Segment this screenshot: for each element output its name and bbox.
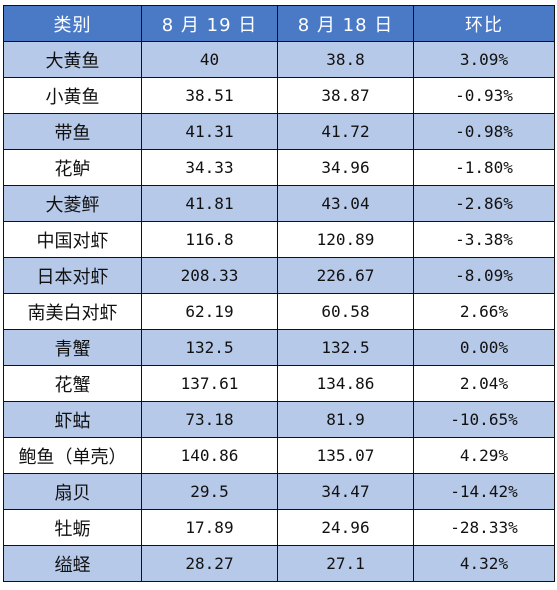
row-change: -2.86%	[413, 185, 555, 222]
row-aug-18-price: 27.1	[277, 545, 414, 582]
header-aug-18: 8 月 18 日	[277, 5, 414, 42]
header-category: 类别	[3, 5, 142, 42]
row-category: 带鱼	[3, 113, 142, 150]
row-change: -0.98%	[413, 113, 555, 150]
row-aug-18-price: 81.9	[277, 401, 414, 438]
row-aug-18-price: 226.67	[277, 257, 414, 294]
row-change: 2.66%	[413, 293, 555, 330]
row-category: 牡蛎	[3, 509, 142, 546]
row-change: -8.09%	[413, 257, 555, 294]
table-row: 鲍鱼（单壳） 140.86 135.07 4.29%	[3, 437, 555, 474]
row-category: 大黄鱼	[3, 41, 142, 78]
row-aug-19-price: 29.5	[141, 473, 278, 510]
header-aug-19: 8 月 19 日	[141, 5, 278, 42]
row-category: 小黄鱼	[3, 77, 142, 114]
row-category: 南美白对虾	[3, 293, 142, 330]
row-aug-18-price: 34.96	[277, 149, 414, 186]
row-category: 日本对虾	[3, 257, 142, 294]
row-change: 2.04%	[413, 365, 555, 402]
row-category: 青蟹	[3, 329, 142, 366]
row-aug-19-price: 132.5	[141, 329, 278, 366]
row-category: 大菱鲆	[3, 185, 142, 222]
row-change: -3.38%	[413, 221, 555, 258]
row-change: 3.09%	[413, 41, 555, 78]
table-row: 小黄鱼 38.51 38.87 -0.93%	[3, 77, 555, 114]
row-aug-19-price: 28.27	[141, 545, 278, 582]
table-row: 青蟹 132.5 132.5 0.00%	[3, 329, 555, 366]
row-category: 虾蛄	[3, 401, 142, 438]
table-row: 日本对虾 208.33 226.67 -8.09%	[3, 257, 555, 294]
table-row: 牡蛎 17.89 24.96 -28.33%	[3, 509, 555, 546]
row-aug-19-price: 41.31	[141, 113, 278, 150]
row-change: 4.32%	[413, 545, 555, 582]
table-body: 大黄鱼 40 38.8 3.09% 小黄鱼 38.51 38.87 -0.93% 带鱼 41.31…	[3, 41, 555, 582]
row-aug-19-price: 137.61	[141, 365, 278, 402]
row-aug-19-price: 17.89	[141, 509, 278, 546]
table-row: 南美白对虾 62.19 60.58 2.66%	[3, 293, 555, 330]
row-category: 中国对虾	[3, 221, 142, 258]
row-aug-19-price: 41.81	[141, 185, 278, 222]
row-aug-19-price: 140.86	[141, 437, 278, 474]
row-aug-18-price: 34.47	[277, 473, 414, 510]
row-aug-18-price: 38.8	[277, 41, 414, 78]
price-comparison-table: 类别 8 月 19 日 8 月 18 日 环比 大黄鱼 40 38.8 3.09% 小黄…	[3, 5, 555, 582]
row-category: 鲍鱼（单壳）	[3, 437, 142, 474]
row-change: -28.33%	[413, 509, 555, 546]
row-aug-19-price: 38.51	[141, 77, 278, 114]
row-category: 花蟹	[3, 365, 142, 402]
row-aug-18-price: 60.58	[277, 293, 414, 330]
row-change: 0.00%	[413, 329, 555, 366]
row-aug-19-price: 73.18	[141, 401, 278, 438]
row-aug-18-price: 41.72	[277, 113, 414, 150]
header-row: 类别 8 月 19 日 8 月 18 日 环比	[3, 5, 555, 42]
table-header: 类别 8 月 19 日 8 月 18 日 环比	[3, 5, 555, 42]
table-row: 大菱鲆 41.81 43.04 -2.86%	[3, 185, 555, 222]
table-row: 花蟹 137.61 134.86 2.04%	[3, 365, 555, 402]
row-change: -0.93%	[413, 77, 555, 114]
row-change: -1.80%	[413, 149, 555, 186]
table-row: 花鲈 34.33 34.96 -1.80%	[3, 149, 555, 186]
row-aug-18-price: 120.89	[277, 221, 414, 258]
row-category: 花鲈	[3, 149, 142, 186]
row-aug-18-price: 132.5	[277, 329, 414, 366]
row-aug-18-price: 134.86	[277, 365, 414, 402]
table-row: 虾蛄 73.18 81.9 -10.65%	[3, 401, 555, 438]
row-aug-18-price: 135.07	[277, 437, 414, 474]
table-row: 缢蛏 28.27 27.1 4.32%	[3, 545, 555, 582]
row-aug-18-price: 24.96	[277, 509, 414, 546]
table-row: 带鱼 41.31 41.72 -0.98%	[3, 113, 555, 150]
table-row: 大黄鱼 40 38.8 3.09%	[3, 41, 555, 78]
row-aug-19-price: 116.8	[141, 221, 278, 258]
table-row: 中国对虾 116.8 120.89 -3.38%	[3, 221, 555, 258]
row-aug-18-price: 43.04	[277, 185, 414, 222]
row-aug-19-price: 40	[141, 41, 278, 78]
row-change: -14.42%	[413, 473, 555, 510]
row-aug-19-price: 34.33	[141, 149, 278, 186]
header-change: 环比	[413, 5, 555, 42]
row-change: 4.29%	[413, 437, 555, 474]
row-category: 扇贝	[3, 473, 142, 510]
price-table-container: 类别 8 月 19 日 8 月 18 日 环比 大黄鱼 40 38.8 3.09% 小黄…	[3, 5, 555, 582]
row-change: -10.65%	[413, 401, 555, 438]
row-category: 缢蛏	[3, 545, 142, 582]
row-aug-19-price: 208.33	[141, 257, 278, 294]
row-aug-19-price: 62.19	[141, 293, 278, 330]
table-row: 扇贝 29.5 34.47 -14.42%	[3, 473, 555, 510]
row-aug-18-price: 38.87	[277, 77, 414, 114]
